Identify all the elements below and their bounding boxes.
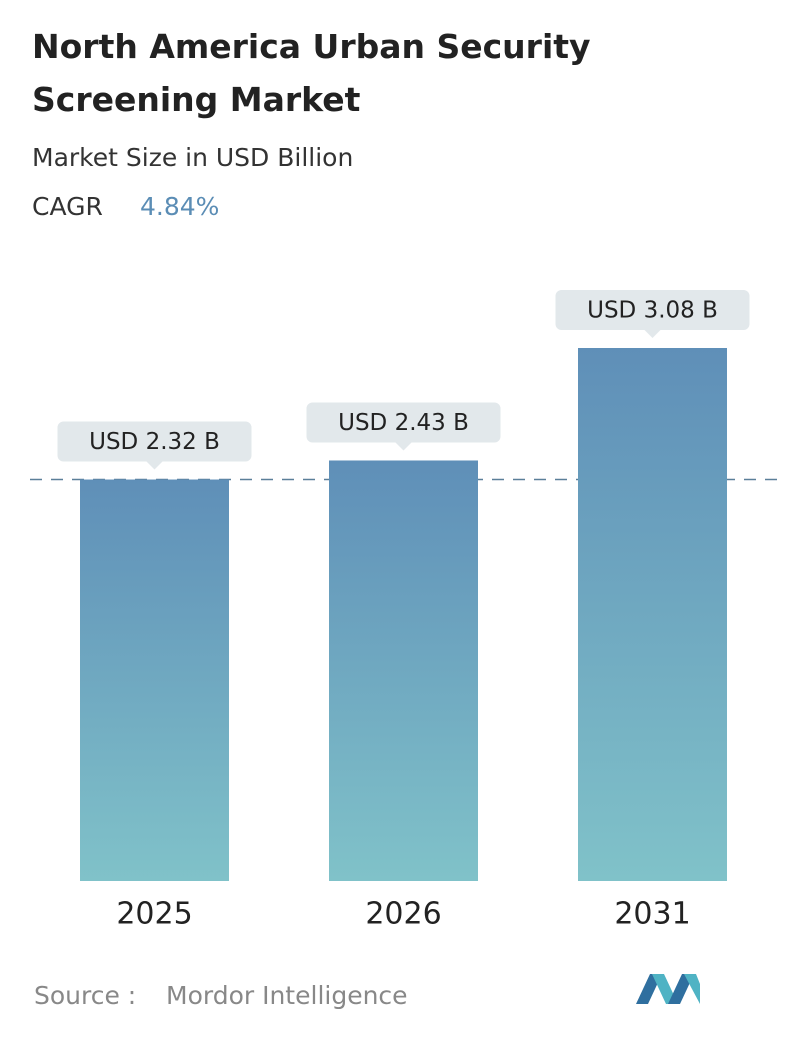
value-label-box xyxy=(555,290,750,338)
chart-title: North America Urban Security Screening Ma… xyxy=(32,27,591,119)
source: Mordor Intelligence xyxy=(166,981,408,1010)
value-label-box xyxy=(57,421,252,470)
value-label: USD 2.43 B xyxy=(338,410,469,436)
value-label-box xyxy=(306,402,501,451)
bar xyxy=(80,479,229,881)
cagr-value: 4.84% xyxy=(140,192,219,221)
cagr-label: CAGR xyxy=(32,192,103,221)
bar xyxy=(329,460,478,881)
bar xyxy=(578,348,727,881)
logo xyxy=(636,974,700,1004)
x-tick-label: 2026 xyxy=(365,897,441,932)
value-label: USD 2.32 B xyxy=(89,429,220,455)
source-label: Source : xyxy=(34,981,136,1010)
chart-subtitle: Market Size in USD Billion xyxy=(32,143,353,172)
x-tick-label: 2025 xyxy=(116,897,192,932)
value-label: USD 3.08 B xyxy=(587,298,718,324)
x-tick-label: 2031 xyxy=(614,897,690,932)
